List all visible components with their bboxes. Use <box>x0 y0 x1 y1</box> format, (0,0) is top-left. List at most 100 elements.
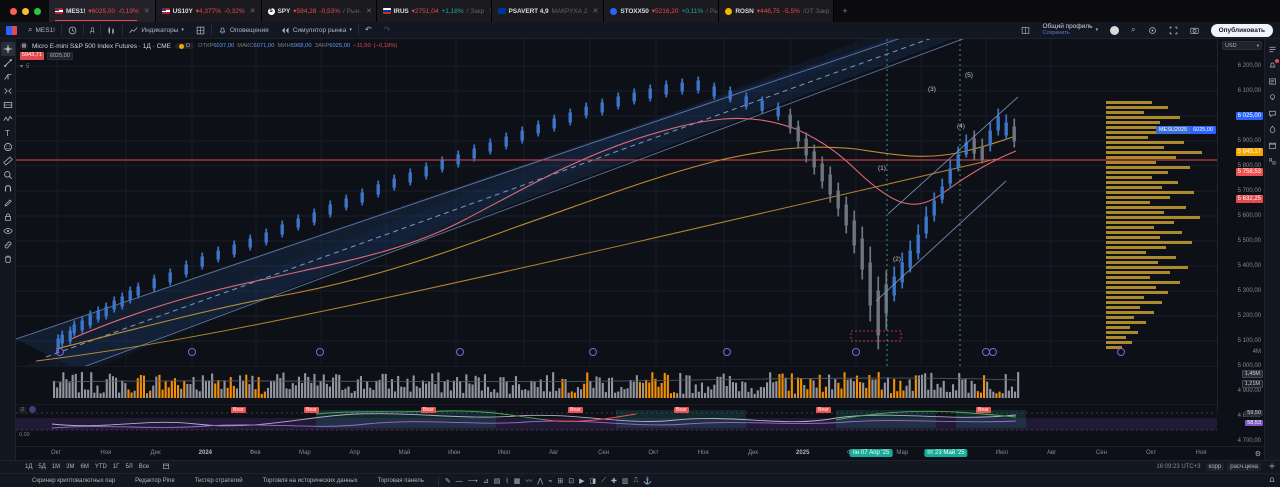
tab-close-icon[interactable]: ✕ <box>249 8 256 15</box>
trendline-tool[interactable] <box>1 56 15 70</box>
time-axis-settings-icon[interactable]: ⚙ <box>1254 451 1261 458</box>
tradingview-logo[interactable] <box>0 25 22 35</box>
search-right-button[interactable]: ⌕ <box>1125 22 1141 39</box>
time-axis[interactable]: Окт Ноя Дек 2024 Фев Мар Апр Май Июн Июл Авг Сен Окт… <box>16 446 1264 460</box>
timeframe-button-1д[interactable]: 1Д <box>25 464 33 470</box>
cross-icon[interactable]: ✚ <box>611 478 617 485</box>
adjust-button[interactable] <box>1264 462 1280 472</box>
bottom-menu-item[interactable]: Скринер криптовалютных пар <box>32 478 116 484</box>
interval-selector[interactable]: Д <box>84 22 100 39</box>
timeframe-button-6м[interactable]: 6М <box>80 464 89 470</box>
publish-button-wrap[interactable]: Опубликовать <box>1205 22 1280 39</box>
emoji-tool[interactable] <box>1 140 15 154</box>
browser-tab-psavert49[interactable]: PSAVERT 4,9 МАКРУХА 2 ✕ <box>491 0 605 22</box>
shapes-tool[interactable] <box>1 98 15 112</box>
timeframe-button-1м[interactable]: 1М <box>51 464 61 470</box>
account-avatar[interactable] <box>1104 22 1125 39</box>
timeframe-button-все[interactable]: Все <box>138 464 150 470</box>
clock-display[interactable]: 16:09:23 UTC+3 <box>1156 464 1201 470</box>
price-axis[interactable]: USD ▾ 6 200,00 6 100,00 5 900,00 5 800,00 5 … <box>1217 39 1264 444</box>
wave-icon[interactable]: 〰 <box>525 478 533 485</box>
browser-tab-stoxx50[interactable]: STOXX50▾5216,20+0,11%/ Рын✕ <box>604 0 720 22</box>
browser-tab-mes1[interactable]: MES1! ▾6025,00 -0,19% ✕ <box>49 0 156 22</box>
text-icon[interactable]: ⎍ <box>633 477 639 484</box>
indicator-templates-button[interactable] <box>190 22 211 39</box>
magnet-tool[interactable] <box>1 182 15 196</box>
timeframe-button-ytd[interactable]: YTD <box>94 464 107 470</box>
objects-tree-button[interactable] <box>1266 154 1280 168</box>
note-icon[interactable]: ⊡ <box>568 478 575 485</box>
close-window-button[interactable] <box>10 7 17 15</box>
oscillator-pane[interactable]: Bear Bear Bear Bear Bear Bear Bear 2 0,00 <box>16 404 1217 439</box>
alerts-button[interactable]: Оповещения <box>212 22 275 39</box>
pill-settle-price[interactable]: расч.цена <box>1227 463 1261 471</box>
ruler-tool[interactable] <box>1 154 15 168</box>
brush-tool[interactable] <box>1 84 15 98</box>
window-traffic-lights[interactable] <box>0 7 49 15</box>
tab-close-icon[interactable]: ✕ <box>489 7 490 15</box>
snapshot-button[interactable] <box>1184 22 1205 39</box>
indicators-button[interactable]: Индикаторы ▾ <box>123 22 189 39</box>
browser-tab-irus[interactable]: IRUS▾2751,04+1,18%/ Закр ✕ <box>376 0 492 22</box>
calendar-range-button[interactable] <box>158 462 174 472</box>
measure-tool[interactable] <box>1 168 15 182</box>
ideas-icon-button[interactable] <box>1266 90 1280 104</box>
tab-close-icon[interactable]: ✕ <box>143 8 150 15</box>
redo-button[interactable]: ↷ <box>378 22 397 39</box>
sync-drawings-tool[interactable] <box>1 238 15 252</box>
browser-tab-rosn[interactable]: ROSN▾446,75-5,5%/ОТ Закр✕ <box>719 0 835 22</box>
currency-selector[interactable]: USD ▾ <box>1222 41 1262 50</box>
maximize-window-button[interactable] <box>34 7 41 15</box>
bottom-menu-item[interactable]: Торговля на исторических данных <box>262 478 358 484</box>
layout-button[interactable] <box>1015 22 1036 39</box>
minimize-window-button[interactable] <box>22 7 29 15</box>
profile-selector[interactable]: Общий профиль Сохранить ▾ <box>1036 22 1104 39</box>
grid-icon[interactable]: ▦ <box>513 478 521 485</box>
watchlist-icon-button[interactable] <box>1266 42 1280 56</box>
tab-close-icon[interactable]: ✕ <box>366 8 372 15</box>
crosshair-tool[interactable] <box>0 42 15 56</box>
wave-label[interactable]: (3) <box>928 86 936 93</box>
remove-drawings-tool[interactable] <box>1 252 15 266</box>
ruler-icon[interactable]: ▤ <box>493 478 501 485</box>
pill-correction[interactable]: корр <box>1205 463 1225 471</box>
oscillator-legend[interactable]: 2 <box>19 406 37 413</box>
anchor-icon[interactable]: ⚓ <box>643 478 653 485</box>
tab-close-icon[interactable]: ✕ <box>592 8 599 15</box>
notifications-button[interactable] <box>1264 476 1280 486</box>
legend-symbol-row[interactable]: ▦ Micro E-mini S&P 500 Index Futures · 1… <box>20 42 397 50</box>
timeframe-button-3м[interactable]: 3М <box>66 464 75 470</box>
price-pane[interactable]: (1) (2) (3) (4) (5) <box>16 39 1217 366</box>
timeframe-button-5д[interactable]: 5Д <box>38 464 46 470</box>
alerts-icon-button[interactable] <box>1266 58 1280 72</box>
bottom-menu-item[interactable]: Тестер стратегий <box>194 478 243 484</box>
hotlist-icon-button[interactable] <box>1266 122 1280 136</box>
chart-type-selector[interactable] <box>101 22 122 39</box>
wave-label[interactable]: (5) <box>965 72 973 79</box>
fib-icon[interactable]: ⌁ <box>548 478 553 485</box>
news-icon-button[interactable] <box>1266 74 1280 88</box>
replay-button[interactable]: Симулятор рынка ▾ <box>275 22 358 39</box>
pitchfork-tool[interactable] <box>1 70 15 84</box>
text-tool[interactable]: T <box>1 126 15 140</box>
brush-icon[interactable]: ⌇ <box>505 478 509 485</box>
bottom-menu-item[interactable]: Торговая панель <box>377 478 424 484</box>
data-source-badge[interactable]: D <box>175 43 195 49</box>
legend-volume-row[interactable]: ▾ 5 <box>20 63 397 71</box>
flag-icon[interactable]: ⊞ <box>557 478 564 485</box>
fullscreen-button[interactable] <box>1163 22 1184 39</box>
browser-tab-spy[interactable]: S SPY ▾594,28 -0,53% / Рын. ✕ <box>261 0 377 22</box>
wave-label[interactable]: (4) <box>957 123 965 130</box>
hide-drawings-tool[interactable] <box>1 224 15 238</box>
calendar-icon-button[interactable] <box>1266 138 1280 152</box>
play-icon[interactable]: ▶ <box>579 478 585 485</box>
volume-pane[interactable] <box>16 366 1217 404</box>
arrow-icon[interactable]: ⟶ <box>467 478 478 485</box>
wave-label[interactable]: (2) <box>893 256 901 263</box>
pencil-icon[interactable]: ✎ <box>444 478 451 485</box>
chart-canvas-area[interactable]: (1) (2) (3) (4) (5) ▦ Micro E-mini S&P 500 I… <box>16 39 1264 460</box>
wave-tool[interactable] <box>1 112 15 126</box>
new-tab-button[interactable]: + <box>842 6 848 16</box>
publish-button[interactable]: Опубликовать <box>1210 23 1273 37</box>
profile-save-link[interactable]: Сохранить <box>1042 29 1070 36</box>
